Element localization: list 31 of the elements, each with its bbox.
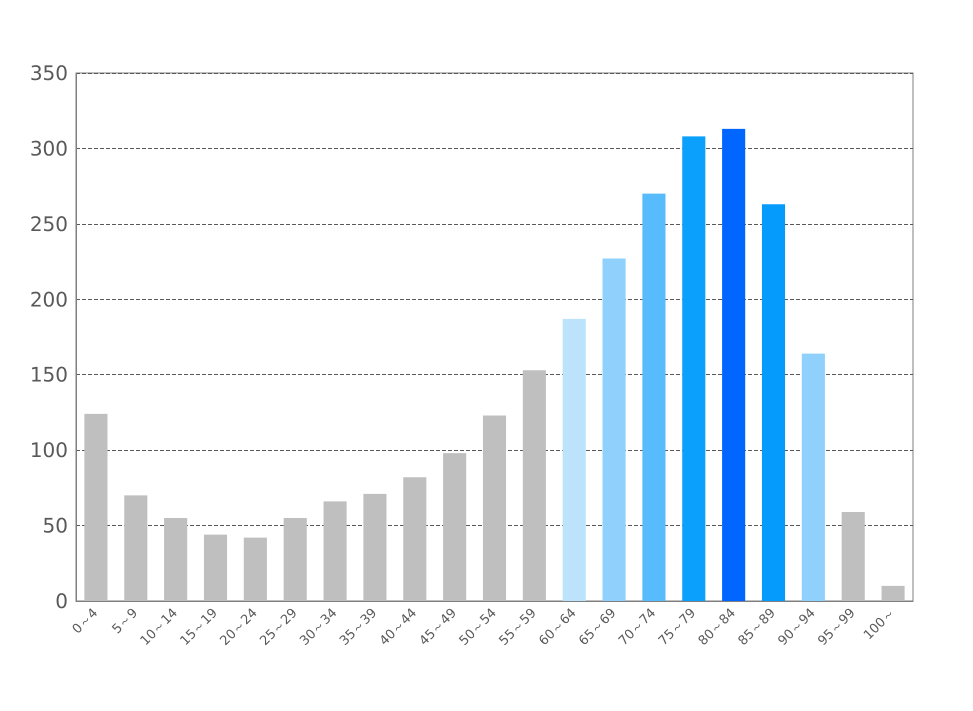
bar [522,370,546,601]
bar [244,538,267,601]
bar [642,194,666,601]
bar [482,415,506,601]
x-tick-label: 100～ [861,606,898,644]
bar [722,128,746,601]
y-tick-label: 100 [30,438,68,462]
bar [324,501,347,601]
y-tick-label: 150 [30,362,68,387]
y-tick-label: 200 [30,287,68,312]
bar [84,414,108,601]
y-tick-label: 350 [30,61,68,85]
bar [124,495,148,601]
bar [363,494,386,601]
bar [562,318,586,601]
bar [602,258,626,601]
y-tick-label: 50 [42,514,68,538]
bar [443,453,466,601]
y-tick-label: 300 [30,136,68,160]
bar [802,354,825,601]
bar [403,477,426,601]
bar [284,518,307,601]
bar [204,534,228,601]
x-tick-label: 0～4 [70,606,102,638]
y-tick-label: 250 [30,212,68,236]
bar [882,586,905,601]
y-tick-label: 0 [55,589,68,613]
bar [842,512,865,601]
bar [164,518,188,601]
bar [762,204,786,601]
bar [682,136,706,601]
